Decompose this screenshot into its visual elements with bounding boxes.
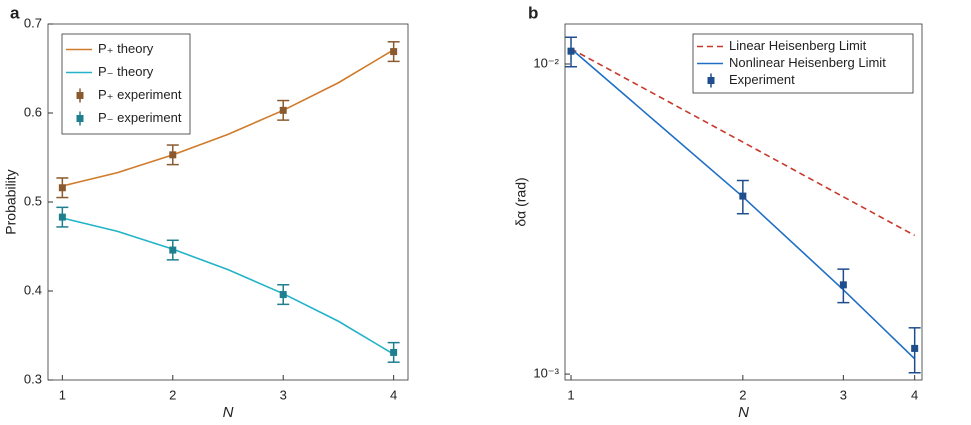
legend-swatch bbox=[707, 77, 715, 84]
y-tick-label: 0.7 bbox=[24, 15, 42, 30]
legend-label: P₋ theory bbox=[98, 64, 154, 79]
legend-label: Nonlinear Heisenberg Limit bbox=[729, 55, 886, 70]
plot-frame bbox=[564, 23, 923, 381]
y-tick-label: 0.3 bbox=[24, 371, 42, 386]
legend-swatch bbox=[76, 115, 84, 122]
legend-label: P₊ experiment bbox=[98, 87, 182, 102]
legend-label: P₋ experiment bbox=[98, 110, 182, 125]
panel-label: a bbox=[10, 3, 20, 22]
x-tick-label: 1 bbox=[567, 387, 574, 402]
x-tick-label: 2 bbox=[169, 387, 176, 402]
data-point bbox=[390, 48, 398, 56]
data-point bbox=[169, 151, 177, 159]
x-tick-label: 3 bbox=[280, 387, 287, 402]
y-axis-label: Probability bbox=[3, 169, 19, 234]
line bbox=[570, 48, 916, 237]
data-point bbox=[58, 184, 66, 192]
y-axis-label: δα (rad) bbox=[513, 177, 529, 226]
y-tick-label: 0.6 bbox=[24, 104, 42, 119]
legend-label: P₊ theory bbox=[98, 41, 154, 56]
x-tick-label: 3 bbox=[840, 387, 847, 402]
line bbox=[62, 217, 395, 355]
legend-swatch bbox=[76, 92, 84, 99]
data-point bbox=[911, 344, 919, 352]
x-tick-label: 2 bbox=[739, 387, 746, 402]
y-tick-label: 0.4 bbox=[24, 282, 42, 297]
panel-label: b bbox=[528, 3, 538, 22]
legend-label: Experiment bbox=[729, 72, 795, 87]
legend-label: Linear Heisenberg Limit bbox=[729, 38, 867, 53]
legend-box bbox=[692, 33, 914, 94]
x-tick-label: 4 bbox=[390, 387, 397, 402]
line bbox=[62, 49, 395, 187]
data-point bbox=[390, 348, 398, 356]
x-axis-label: N bbox=[223, 404, 234, 421]
x-tick-label: 1 bbox=[59, 387, 66, 402]
data-point bbox=[279, 106, 287, 114]
data-point bbox=[839, 281, 847, 289]
data-point bbox=[279, 291, 287, 299]
y-tick-label: 10⁻² bbox=[533, 55, 559, 70]
line bbox=[570, 48, 916, 360]
data-point bbox=[567, 47, 575, 55]
y-tick-label: 0.5 bbox=[24, 193, 42, 208]
x-axis-label: N bbox=[738, 404, 749, 421]
x-tick-label: 4 bbox=[911, 387, 918, 402]
data-point bbox=[169, 246, 177, 254]
data-point bbox=[739, 192, 747, 200]
data-point bbox=[58, 213, 66, 221]
y-tick-label: 10⁻³ bbox=[533, 366, 559, 381]
